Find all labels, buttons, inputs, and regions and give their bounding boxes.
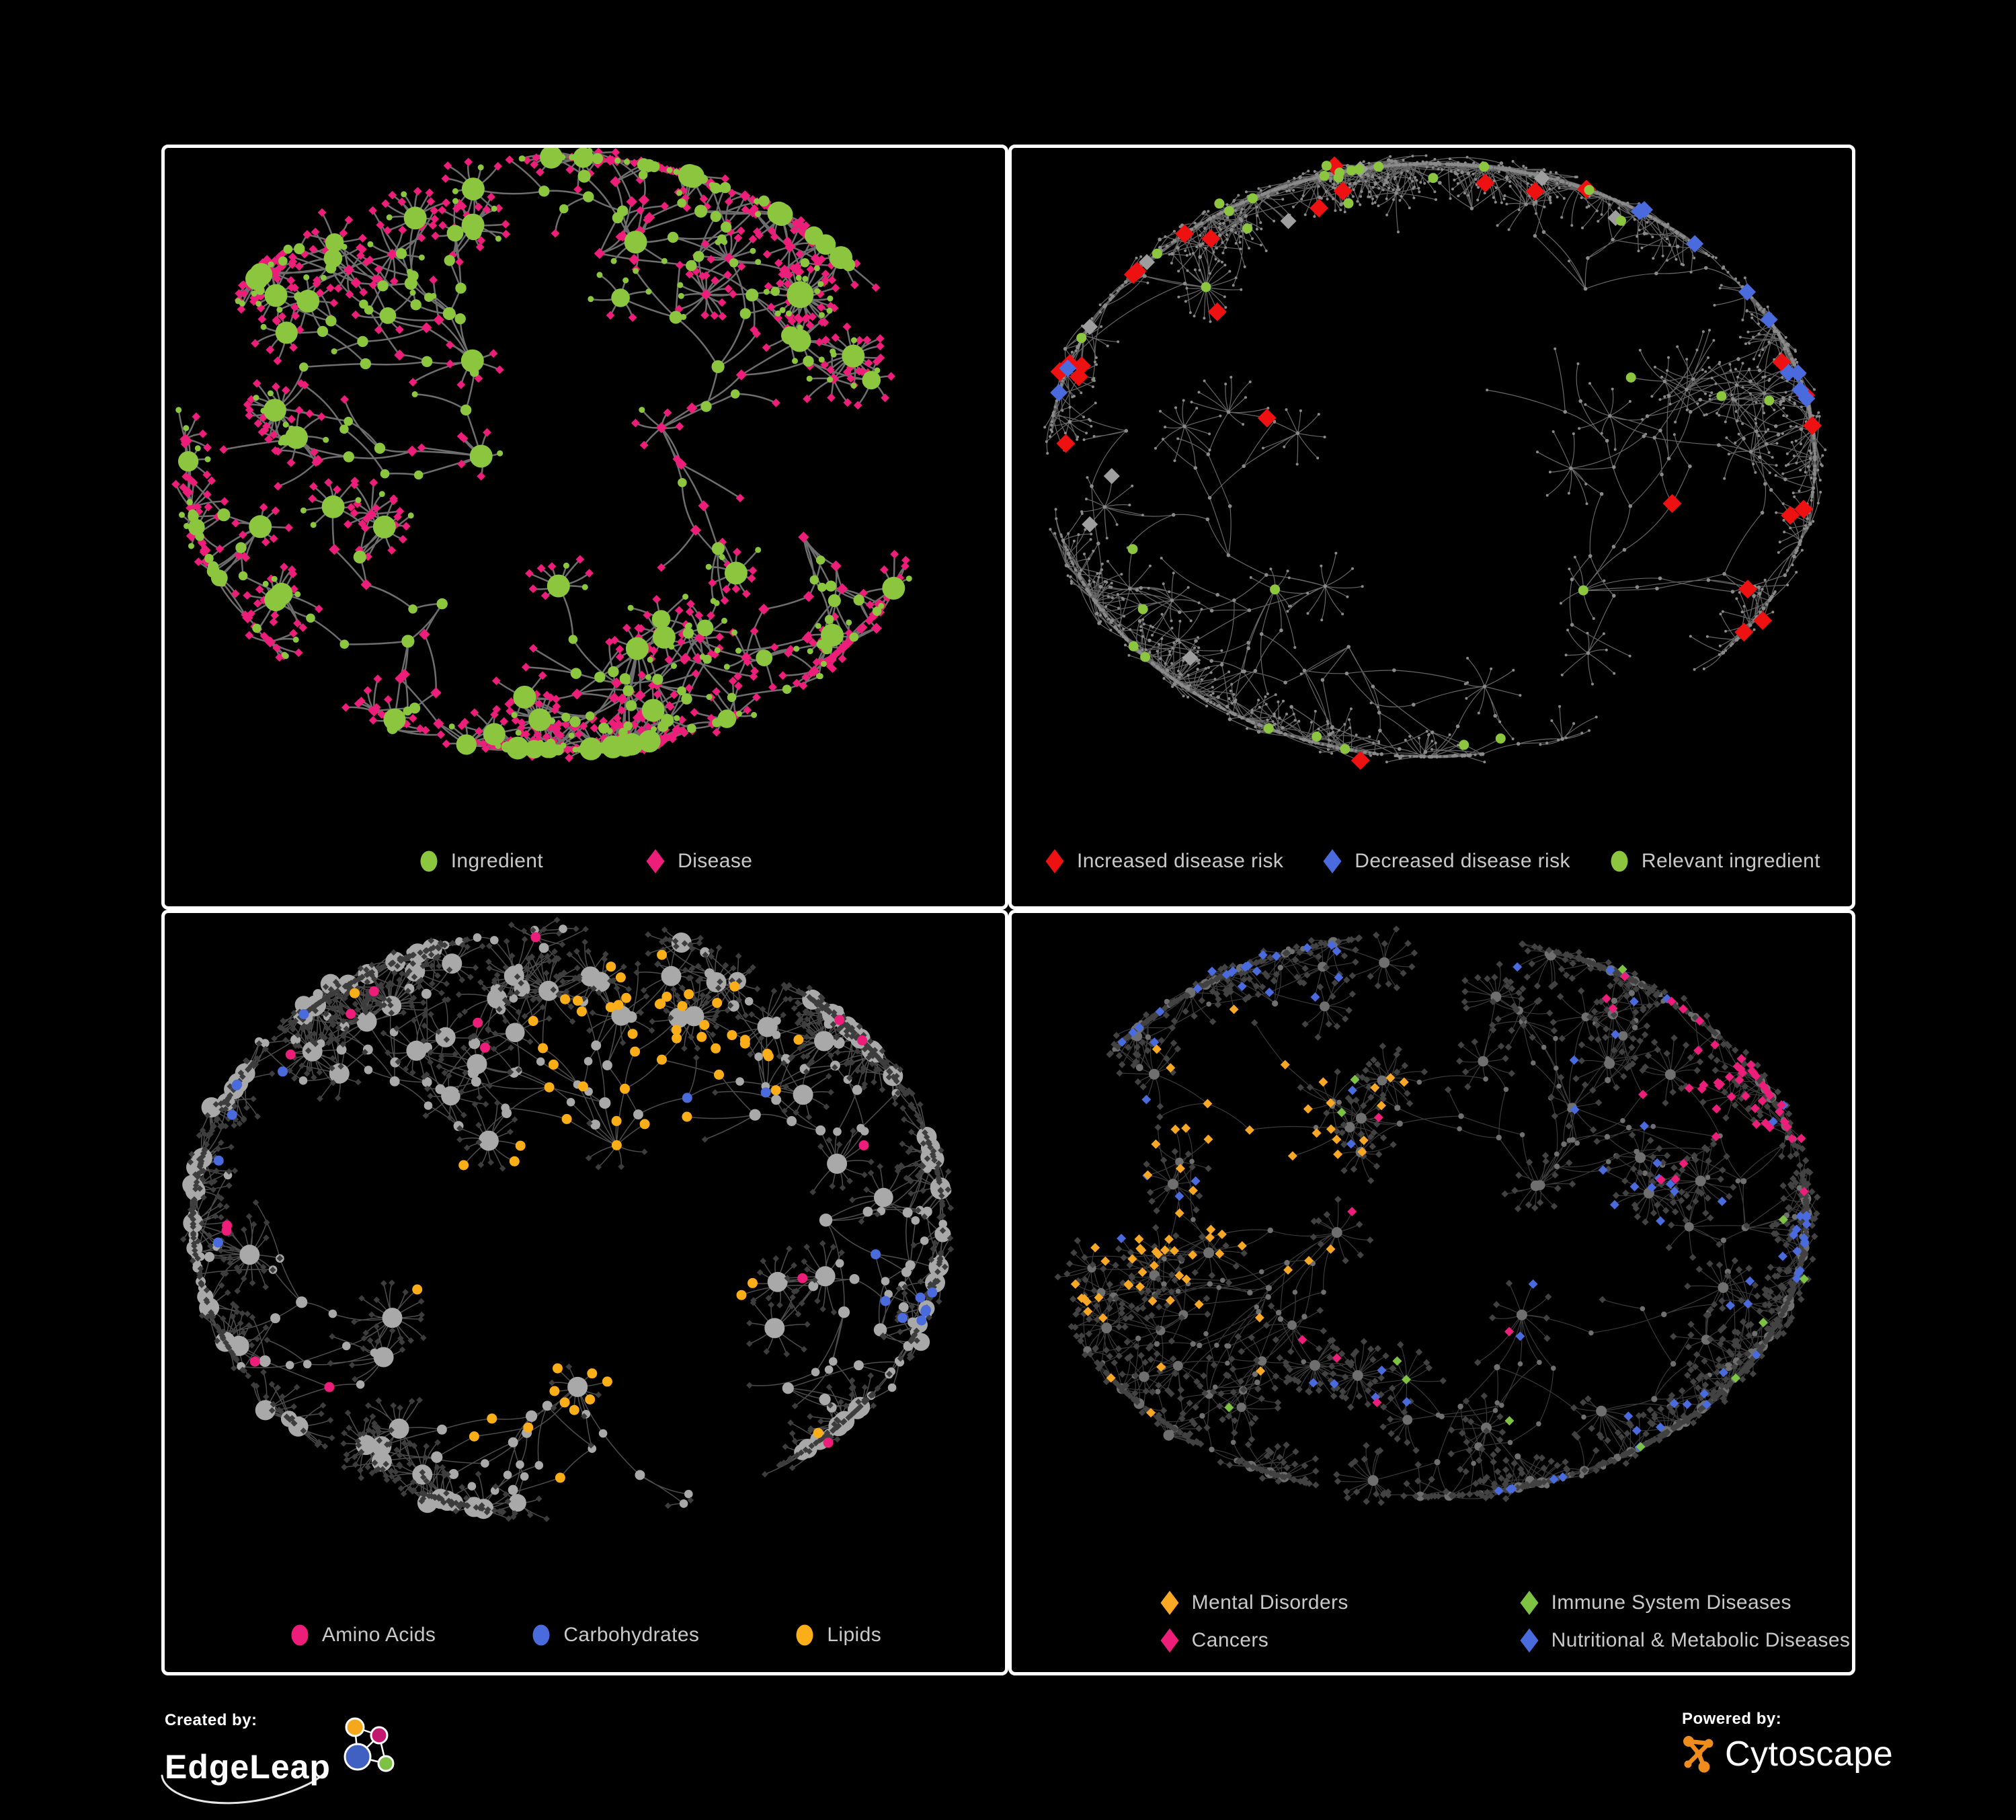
legend-item-decreased-disease-risk: Decreased disease risk [1321,847,1570,875]
legend-label: Relevant ingredient [1641,850,1820,872]
panel-ingredient-disease-network: Ingredient Disease [161,145,1008,910]
legend-item-lipids: Lipids [793,1621,881,1649]
cytoscape-branding: Powered by: Cytoscape [1682,1710,1893,1774]
legend-diamond-marker [1045,849,1064,873]
disease-risk-network-graph [1043,154,1827,770]
legend-label: Ingredient [450,850,544,872]
disease-categories-network-graph [1054,925,1821,1506]
legend-item-cancers: Cancers [1158,1626,1518,1655]
legend-diamond-marker [646,849,665,873]
legend-label: Lipids [827,1624,882,1646]
legend-label: Nutritional & Metabolic Diseases [1551,1629,1851,1651]
legend-item-disease: Disease [644,847,752,875]
edgeleap-logo-text: EdgeLeap [165,1748,331,1786]
legend-item-ingredient: Ingredient [417,847,543,875]
edgeleap-branding: Created by: EdgeLeap [161,1711,414,1805]
legend-circle-marker [420,850,438,872]
ingredient-disease-network-graph [171,148,912,762]
ingredient-classes-network-graph [179,916,955,1522]
disease-risk-legend: Increased disease risk Decreased disease … [1012,847,1852,875]
legend-item-amino-acids: Amino Acids [288,1621,436,1649]
legend-label: Increased disease risk [1077,850,1284,872]
legend-label: Carbohydrates [563,1624,700,1646]
cytoscape-logo-text: Cytoscape [1725,1735,1894,1774]
legend-item-increased-disease-risk: Increased disease risk [1043,847,1283,875]
legend-item-carbohydrates: Carbohydrates [530,1621,699,1649]
panel-disease-risk-network: Increased disease risk Decreased disease … [1008,145,1855,910]
legend-circle-marker [796,1624,813,1646]
legend-label: Mental Disorders [1191,1591,1348,1614]
legend-label: Immune System Diseases [1551,1591,1791,1614]
created-by-label: Created by: [165,1711,257,1729]
legend-label: Amino Acids [321,1624,436,1646]
legend-label: Disease [678,850,753,872]
legend-circle-marker [532,1624,550,1646]
disease-categories-legend: Mental Disorders Immune System Diseases Ca… [1156,1589,1852,1655]
legend-circle-marker [291,1624,309,1646]
edgeleap-logo-icon [344,1717,395,1772]
legend-label: Cancers [1191,1629,1269,1651]
legend-diamond-marker [1160,1628,1179,1653]
legend-item-immune-system-diseases: Immune System Diseases [1518,1589,1851,1617]
legend-item-relevant-ingredient: Relevant ingredient [1608,847,1820,875]
legend-circle-marker [1611,850,1628,872]
legend-item-mental-disorders: Mental Disorders [1158,1589,1518,1617]
legend-diamond-marker [1520,1628,1539,1653]
legend-diamond-marker [1323,849,1342,873]
legend-item-nutritional-metabolic-diseases: Nutritional & Metabolic Diseases [1518,1626,1851,1655]
panel-ingredient-classes-network: Amino Acids Carbohydrates Lipids [161,910,1008,1675]
legend-diamond-marker [1160,1591,1179,1615]
powered-by-label: Powered by: [1682,1710,1782,1728]
ingredient-classes-legend: Amino Acids Carbohydrates Lipids [165,1621,1005,1649]
edgeleap-swoosh [161,1772,326,1805]
ingredient-disease-legend: Ingredient Disease [165,847,1005,875]
legend-diamond-marker [1520,1591,1539,1615]
panel-disease-categories-network: Mental Disorders Immune System Diseases Ca… [1008,910,1855,1675]
legend-label: Decreased disease risk [1355,850,1570,872]
cytoscape-logo-icon [1683,1736,1713,1773]
